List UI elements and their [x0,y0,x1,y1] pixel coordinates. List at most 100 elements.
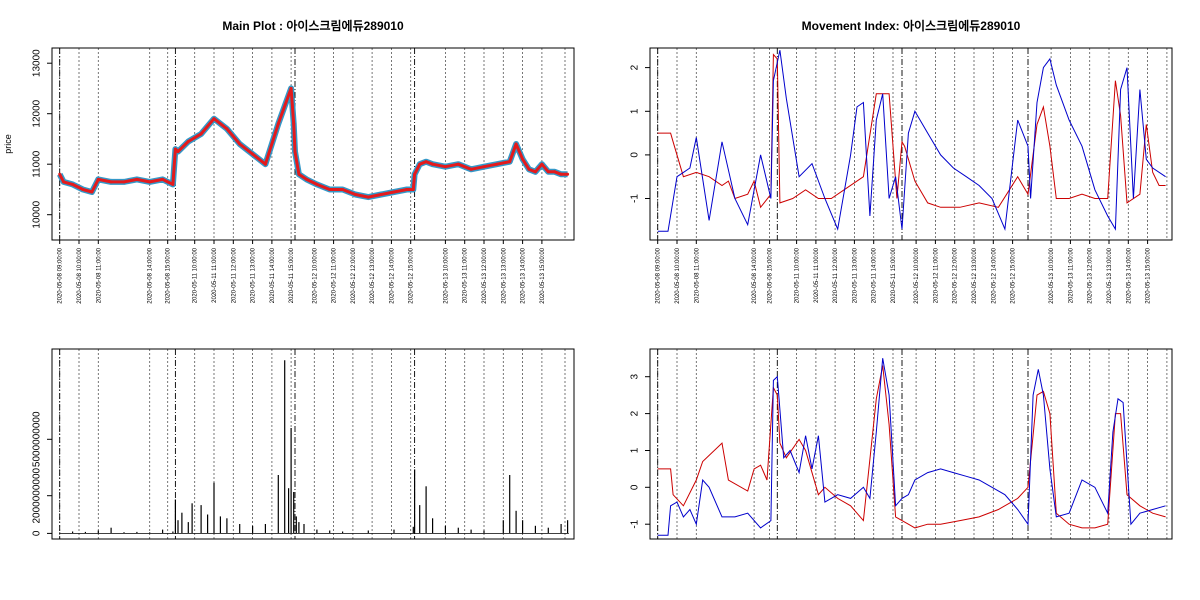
price-point-41 [456,162,460,166]
price-point-52 [553,170,557,174]
volume-plot-gridlines [59,349,566,539]
x-tick-label-6: 2020-05-11 11:00:00 [212,247,218,302]
price-point-26 [305,177,309,181]
price-point-23 [292,122,296,126]
price-point-29 [341,188,345,191]
x-tick-label-2: 2020-05-08 11:00:00 [96,247,102,303]
price-point-14 [186,140,190,143]
y-tick-label-2: 5000000000 [32,411,43,467]
y-tick-label-3: 2 [630,64,641,70]
index-series-0 [657,53,1166,209]
x-tick-label-6: 2020-05-11 11:00:00 [814,247,820,302]
price-point-21 [276,122,280,126]
x-tick-label-5: 2020-05-11 10:00:00 [795,247,801,303]
price-point-39 [431,162,435,166]
volume-plot-frame [51,348,575,540]
price-point-7 [122,180,126,184]
price-point-19 [251,152,255,156]
x-tick-label-20: 2020-05-13 13:00:00 [1107,247,1113,303]
x-tick-label-15: 2020-05-12 14:00:00 [389,247,395,303]
x-tick-label-22: 2020-05-13 15:00:00 [540,247,546,303]
x-tick-label-3: 2020-05-08 14:00:00 [752,247,758,303]
y-tick-label-1: 0 [630,484,641,490]
price-point-30 [353,193,357,196]
x-tick-label-1: 2020-05-08 10:00:00 [675,247,681,303]
price-point-35 [411,188,415,191]
y-tick-label-4: 3 [630,373,641,379]
y-tick-label-1: 2000000000 [32,467,43,523]
price-point-40 [443,165,447,169]
price-point-36 [413,172,417,176]
y-tick-label-0: 0 [32,530,43,536]
price-point-18 [238,142,242,146]
price-point-5 [96,177,100,181]
x-tick-label-4: 2020-05-08 15:00:00 [768,247,774,303]
price-point-8 [135,177,139,181]
x-tick-label-12: 2020-05-12 11:00:00 [933,247,939,303]
price-point-54 [566,172,570,176]
x-tick-label-12: 2020-05-12 11:00:00 [332,247,338,303]
x-tick-label-8: 2020-05-11 13:00:00 [251,247,257,303]
x-tick-label-0: 2020-05-08 09:00:00 [656,247,662,303]
movement-index-lower-frame [649,348,1173,540]
price-point-20 [263,162,267,166]
price-point-42 [469,167,473,171]
main-plot: Main Plot : 아이스크림에듀289010 price 10000 110… [3,18,575,304]
x-tick-label-15: 2020-05-12 14:00:00 [991,247,997,303]
x-tick-label-13: 2020-05-12 12:00:00 [953,247,959,303]
price-point-49 [533,170,537,174]
y-tick-label-0: -1 [630,194,641,203]
y-tick-label-3: 13000 [32,49,43,77]
x-tick-label-18: 2020-05-13 11:00:00 [463,247,469,303]
index-series-0 [657,365,1166,529]
x-tick-label-2: 2020-05-08 11:00:00 [694,247,700,303]
x-tick-label-14: 2020-05-12 13:00:00 [370,247,376,303]
x-tick-label-11: 2020-05-12 10:00:00 [914,247,920,303]
x-tick-label-7: 2020-05-11 12:00:00 [833,247,839,303]
movement-index-frame [649,47,1173,241]
price-point-22 [289,86,293,90]
price-point-3 [81,188,85,191]
price-point-12 [173,147,177,151]
x-tick-label-10: 2020-05-11 15:00:00 [891,247,897,303]
price-point-27 [315,182,319,186]
price-point-43 [482,165,486,169]
index-series-1 [657,50,1166,232]
price-point-53 [559,172,563,176]
price-point-28 [328,188,332,191]
x-tick-label-16: 2020-05-12 15:00:00 [1011,247,1017,303]
price-point-37 [418,162,422,166]
price-point-0 [58,172,62,176]
main-plot-price-line [57,85,570,201]
main-plot-y-axis: 10000 11000 12000 13000 [32,49,52,229]
x-tick-label-17: 2020-05-13 10:00:00 [443,247,449,303]
x-tick-label-1: 2020-05-08 10:00:00 [77,247,83,303]
price-point-47 [521,157,525,161]
price-point-17 [225,127,229,131]
price-point-15 [199,132,203,136]
x-tick-label-19: 2020-05-13 12:00:00 [1088,247,1094,303]
price-point-24 [293,150,297,154]
price-point-9 [148,180,152,184]
price-point-11 [171,182,175,186]
x-tick-label-14: 2020-05-12 13:00:00 [972,247,978,303]
price-point-46 [514,142,518,146]
movement-index-plot: Movement Index: 아이스크림에듀289010 -1 0 1 2 2020… [630,18,1173,304]
price-point-10 [161,177,165,181]
y-tick-label-2: 12000 [32,99,43,127]
price-point-16 [212,117,216,121]
main-plot-x-axis: 2020-05-08 09:00:00 2020-05-08 10:00:00 20… [58,240,546,304]
x-tick-label-3: 2020-05-08 14:00:00 [148,247,154,303]
x-tick-label-8: 2020-05-11 13:00:00 [852,247,858,303]
x-tick-label-10: 2020-05-11 15:00:00 [289,247,295,303]
x-tick-label-7: 2020-05-11 12:00:00 [231,247,237,303]
movement-index-gridlines [657,48,1168,240]
y-tick-label-2: 1 [630,108,641,114]
price-point-4 [90,190,94,194]
price-point-44 [495,162,499,166]
movement-index-lower-plot: -1 0 1 2 3 [630,348,1173,540]
x-tick-label-9: 2020-05-11 14:00:00 [872,247,878,303]
